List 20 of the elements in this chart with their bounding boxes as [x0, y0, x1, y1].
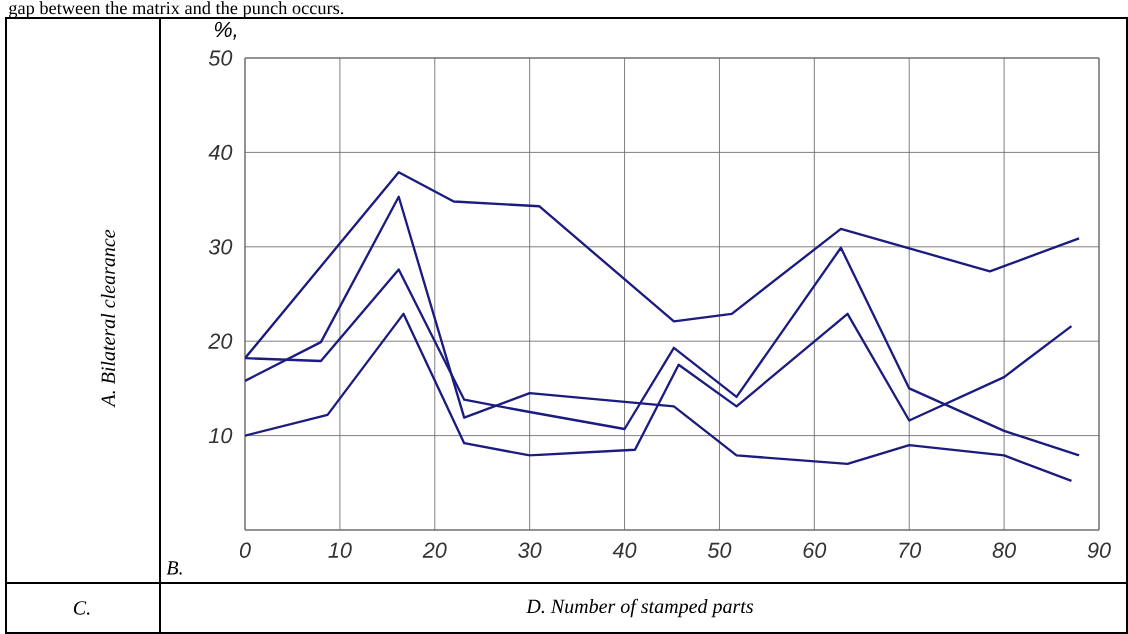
text: %,: [214, 21, 237, 40]
y-axis-title: A. Bilateral clearance: [100, 229, 116, 408]
x-tick-label: 0: [239, 542, 251, 558]
y-tick-label: 20: [208, 333, 233, 349]
x-tick-label: 90: [1087, 542, 1111, 558]
x-tick-label: 20: [422, 542, 447, 558]
x-axis-title: D. Number of stamped parts: [526, 598, 754, 618]
text: C.: [73, 601, 90, 615]
y-tick-label: 10: [208, 427, 233, 444]
y-tick-label: 50: [208, 50, 233, 66]
text: B.: [166, 561, 182, 575]
x-tick-label: 80: [992, 542, 1016, 558]
y-tick-label: 30: [208, 239, 233, 255]
x-tick-label: 40: [612, 542, 637, 558]
x-tick-label: 50: [707, 542, 732, 558]
x-tick-label: 60: [803, 542, 827, 558]
y-tick-label: 40: [208, 144, 233, 161]
x-tick-label: 70: [899, 542, 922, 558]
x-tick-label: 10: [328, 542, 352, 558]
x-tick-label: 30: [518, 542, 542, 558]
